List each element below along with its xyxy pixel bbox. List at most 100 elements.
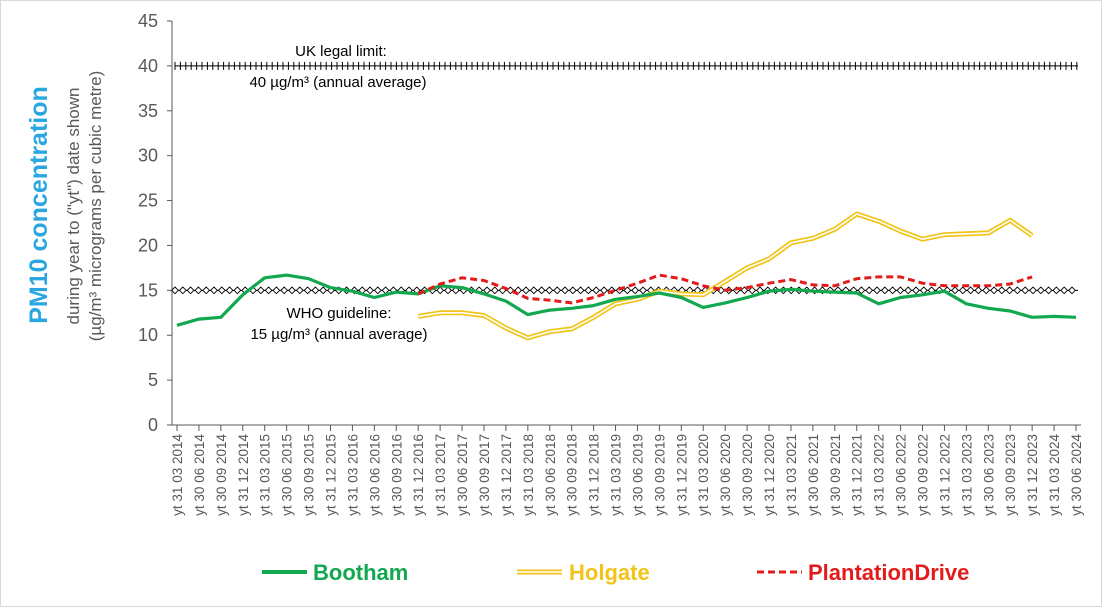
legend-item-bootham: Bootham [262,560,408,585]
data-point-bootham [790,288,793,291]
data-point-plantation [812,284,815,287]
data-point-holgate [965,232,968,235]
data-point-plantation [526,297,529,300]
x-tick-label: yt 30 06 2015 [280,434,295,516]
data-point-plantation [461,276,464,279]
x-tick-label: yt 31 03 2020 [696,434,711,516]
x-tick-label: yt 30 09 2015 [302,434,317,516]
data-point-bootham [746,296,749,299]
y-axis-title: PM10 concentration during year to ("yt")… [25,71,105,342]
x-tick-label: yt 30 06 2019 [630,434,645,516]
data-point-holgate [987,232,990,235]
x-tick-label: yt 31 03 2023 [959,434,974,516]
x-axis: yt 31 03 2014 yt 30 06 2014 yt 30 09 2014 y… [170,424,1084,516]
series-line-holgate-inner [418,213,1033,339]
data-point-bootham [570,307,573,310]
data-point-plantation [702,284,705,287]
data-point-bootham [636,295,639,298]
data-point-bootham [395,291,398,294]
legend-label-plantation-drive: PlantationDrive [808,560,969,585]
data-point-bootham [1031,316,1034,319]
data-point-plantation [483,279,486,282]
data-point-plantation [833,284,836,287]
x-tick-label: yt 31 03 2019 [609,434,624,516]
data-point-bootham [702,306,705,309]
data-point-bootham [724,302,727,305]
y-tick-label: 30 [138,146,158,166]
x-tick-label: yt 30 09 2016 [389,434,404,516]
data-point-bootham [307,277,310,280]
data-point-bootham [220,316,223,319]
data-point-plantation [943,284,946,287]
data-point-plantation [724,289,727,292]
x-tick-label: yt 30 06 2014 [192,434,207,516]
data-point-bootham [1075,316,1078,319]
data-point-plantation [636,282,639,285]
x-tick-label: yt 31 12 2023 [1025,434,1040,516]
data-point-holgate [1009,219,1012,222]
y-tick-label: 15 [138,280,158,300]
series-line-bootham [176,273,1077,327]
y-axis-title-sub1: during year to ("yt") date shown [64,88,83,325]
data-point-bootham [198,318,201,321]
data-point-holgate [746,267,749,270]
y-tick-label: 5 [148,370,158,390]
x-tick-label: yt 31 12 2017 [499,434,514,516]
y-tick-label: 20 [138,235,158,255]
x-tick-label: yt 30 06 2021 [806,434,821,516]
data-point-holgate [921,238,924,241]
y-tick-label: 35 [138,101,158,121]
data-point-bootham [987,307,990,310]
data-point-bootham [351,290,354,293]
x-tick-label: yt 31 12 2021 [850,434,865,516]
y-tick-label: 45 [138,11,158,31]
data-point-plantation [417,293,420,296]
data-point-bootham [877,302,880,305]
x-tick-label: yt 30 09 2019 [652,434,667,516]
data-point-holgate [943,233,946,236]
x-tick-label: yt 30 09 2022 [916,434,931,516]
legend-item-holgate: Holgate [517,560,650,585]
y-tick-label: 40 [138,56,158,76]
data-point-holgate [417,315,420,318]
who-guideline-label-line2: 15 µg/m³ (annual average) [250,326,427,343]
data-point-plantation [965,284,968,287]
legend-label-bootham: Bootham [313,560,408,585]
data-point-bootham [526,313,529,316]
data-point-bootham [548,309,551,312]
data-point-plantation [855,277,858,280]
data-point-bootham [614,298,617,301]
x-tick-label: yt 31 03 2015 [258,434,273,516]
series-line-plantation-drive [417,273,1033,305]
y-tick-label: 10 [138,325,158,345]
data-point-plantation [614,289,617,292]
data-point-bootham [899,296,902,299]
series-holgate [417,211,1034,341]
x-tick-label: yt 31 12 2022 [937,434,952,516]
data-point-plantation [439,283,442,286]
data-point-plantation [877,276,880,279]
uk-limit-label-line1: UK legal limit: [295,43,387,60]
data-point-bootham [943,290,946,293]
data-point-holgate [899,230,902,233]
data-point-bootham [241,293,244,296]
x-tick-label: yt 31 03 2017 [433,434,448,516]
data-point-holgate [570,328,573,331]
x-tick-label: yt 31 12 2019 [674,434,689,516]
data-point-bootham [461,286,464,289]
data-point-bootham [1009,310,1012,313]
data-point-plantation [746,286,749,289]
data-point-plantation [592,296,595,299]
x-tick-label: yt 31 03 2018 [521,434,536,516]
data-point-bootham [373,296,376,299]
x-tick-label: yt 31 12 2016 [411,434,426,516]
uk-limit-label-line2: 40 µg/m³ (annual average) [249,74,426,91]
x-tick-label: yt 31 12 2014 [236,434,251,516]
data-point-bootham [592,304,595,307]
legend: Bootham Holgate PlantationDrive [262,560,969,585]
data-point-holgate [768,258,771,261]
legend-label-holgate: Holgate [569,560,650,585]
data-point-plantation [768,282,771,285]
